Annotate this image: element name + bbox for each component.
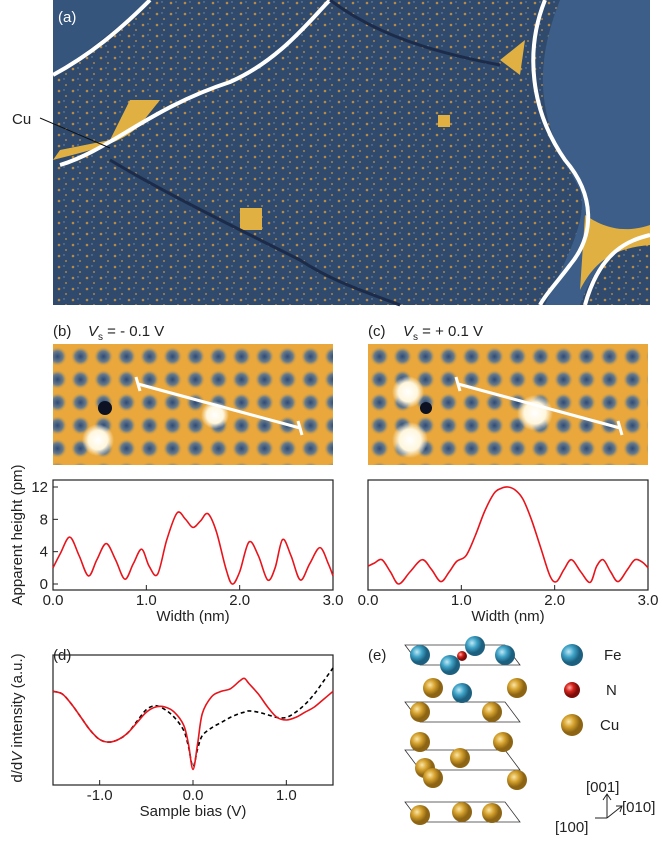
legend-label: N bbox=[606, 682, 617, 699]
direction-label: [010] bbox=[622, 799, 655, 816]
direction-label: [001] bbox=[586, 779, 619, 796]
x-axis-label: Width (nm) bbox=[471, 608, 544, 625]
panel-label: (c) bbox=[368, 323, 386, 340]
x-axis-label: Width (nm) bbox=[156, 608, 229, 625]
panel-label: (b) bbox=[53, 323, 71, 340]
y-tick-label: 8 bbox=[40, 511, 48, 528]
y-axis-label: d/dV intensity (a.u.) bbox=[9, 653, 26, 782]
line-series bbox=[368, 487, 648, 584]
line-series bbox=[53, 668, 333, 767]
x-tick-label: 1.0 bbox=[136, 592, 157, 609]
bias-value: = + 0.1 V bbox=[418, 323, 483, 340]
stm-image-b bbox=[53, 344, 333, 465]
cu-label: Cu bbox=[12, 111, 31, 128]
x-tick-label: 0.0 bbox=[183, 787, 204, 804]
x-tick-label: 2.0 bbox=[544, 592, 565, 609]
stm-image-a bbox=[40, 0, 650, 305]
line-series bbox=[53, 678, 333, 769]
stm-image-c bbox=[368, 344, 648, 465]
y-axis-label: Apparent height (pm) bbox=[9, 465, 26, 606]
figure: (a) Cu (b) Vs = - 0.1 V (c) Vs = + 0.1 V… bbox=[0, 0, 663, 845]
y-axis-label-part: d/d bbox=[9, 762, 26, 783]
bias-label: Vs = + 0.1 V bbox=[403, 323, 483, 343]
legend-label: Cu bbox=[600, 717, 619, 734]
x-axis-label: Sample bias (V) bbox=[140, 803, 247, 820]
x-tick-label: 1.0 bbox=[276, 787, 297, 804]
panel-label: (e) bbox=[368, 647, 386, 664]
y-tick-label: 4 bbox=[40, 544, 48, 561]
x-tick-label: 1.0 bbox=[451, 592, 472, 609]
plot-frame bbox=[368, 480, 648, 590]
bias-label: Vs = - 0.1 V bbox=[88, 323, 164, 343]
atoms bbox=[410, 636, 583, 825]
x-tick-label: 3.0 bbox=[638, 592, 659, 609]
direction-label: [100] bbox=[555, 819, 588, 836]
x-tick-label: -1.0 bbox=[87, 787, 113, 804]
axes-arrows bbox=[595, 794, 622, 818]
legend-label: Fe bbox=[604, 647, 622, 664]
y-tick-label: 0 bbox=[40, 576, 48, 593]
plot-frame bbox=[53, 655, 333, 785]
x-tick-label: 0.0 bbox=[358, 592, 379, 609]
x-tick-label: 3.0 bbox=[323, 592, 344, 609]
panel-label: (a) bbox=[58, 9, 76, 26]
y-tick-label: 12 bbox=[31, 479, 48, 496]
bias-value: = - 0.1 V bbox=[103, 323, 164, 340]
y-axis-label-part: intensity (a.u.) bbox=[9, 653, 26, 751]
plot-frame bbox=[53, 480, 333, 590]
x-tick-label: 2.0 bbox=[229, 592, 250, 609]
line-series bbox=[53, 512, 333, 584]
x-tick-label: 0.0 bbox=[43, 592, 64, 609]
